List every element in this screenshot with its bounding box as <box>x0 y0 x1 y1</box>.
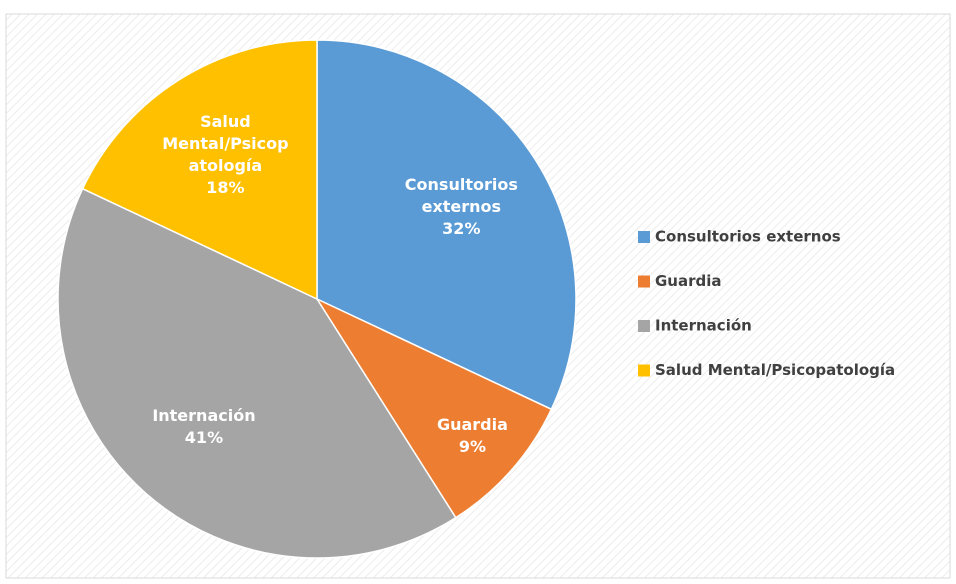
slice-category: Salud Mental/Psicopatología <box>162 111 289 175</box>
pie-slice <box>81 39 318 301</box>
legend-swatch <box>638 320 650 332</box>
slice-label-box: Internación 41% <box>139 377 269 477</box>
legend-swatch <box>638 231 650 243</box>
slice-value: 32% <box>442 219 481 239</box>
legend-label: Consultorios externos <box>655 228 841 246</box>
legend-swatch <box>638 364 650 377</box>
legend-label: Salud Mental/Psicopatología <box>655 361 895 379</box>
slice-label-box: Consultorios externos 32% <box>396 157 526 257</box>
slice-value: 41% <box>184 428 224 448</box>
slice-category: Guardia <box>436 415 508 435</box>
pie-slice <box>57 187 457 559</box>
pie-slice <box>314 297 553 519</box>
slice-value: 18% <box>206 177 245 197</box>
slice-category: Internación <box>152 406 256 426</box>
slice-label-box: Salud Mental/Psicopatología 18% <box>160 105 290 205</box>
slice-category: Consultorios externos <box>404 175 518 217</box>
slice-label-box: Guardia 9% <box>407 386 537 486</box>
legend-label: Internación <box>655 317 752 335</box>
slice-value: 9% <box>458 437 486 457</box>
pie-slice <box>316 39 577 411</box>
legend-swatch <box>638 275 650 288</box>
legend-label: Guardia <box>655 272 722 290</box>
